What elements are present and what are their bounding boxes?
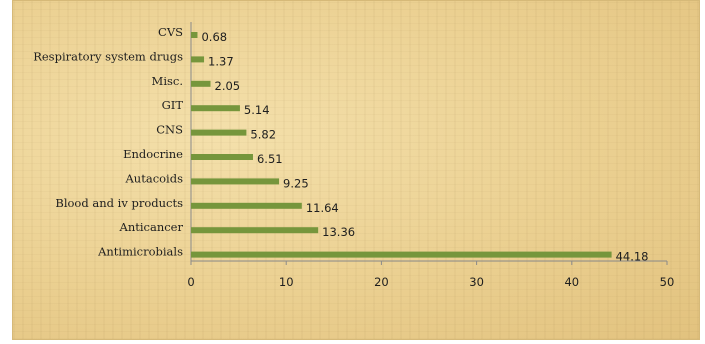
value-label: 44.18	[616, 250, 649, 264]
bar	[191, 178, 280, 185]
category-label: Respiratory system drugs	[33, 49, 183, 63]
bar	[191, 32, 198, 38]
value-label: 1.37	[208, 54, 234, 68]
value-label: 2.05	[215, 79, 241, 93]
value-label: 5.14	[244, 103, 270, 117]
value-label: 11.64	[306, 201, 339, 215]
category-label: Antimicrobials	[97, 245, 183, 259]
category-label: CVS	[158, 25, 183, 39]
x-tick-label: 40	[564, 275, 579, 289]
category-label: Blood and iv products	[55, 196, 183, 210]
value-label: 13.36	[322, 225, 355, 239]
x-tick-label: 30	[469, 275, 484, 289]
bar	[191, 154, 253, 160]
category-label: Endocrine	[123, 147, 183, 161]
category-labels: CVS Respiratory system drugs Misc. GIT CNS En…	[33, 25, 183, 259]
value-label: 9.25	[283, 176, 309, 190]
value-label: 0.68	[201, 30, 227, 44]
bar	[191, 251, 612, 258]
bar	[191, 202, 302, 209]
x-tick-label: 50	[660, 275, 675, 289]
bar	[191, 105, 240, 112]
value-label: 6.51	[257, 152, 283, 166]
category-label: GIT	[162, 98, 184, 112]
category-label: Autacoids	[125, 171, 184, 185]
bar	[191, 80, 211, 87]
x-tick-label: 0	[187, 275, 194, 289]
category-label: CNS	[156, 123, 183, 137]
value-label: 5.82	[250, 128, 276, 142]
x-tick-label: 10	[279, 275, 294, 289]
x-tick-label: 20	[374, 275, 389, 289]
category-label: Misc.	[152, 74, 183, 88]
bar	[191, 129, 247, 136]
bar	[191, 56, 205, 63]
bars-group	[191, 32, 612, 258]
category-label: Anticancer	[119, 220, 184, 234]
value-labels: 0.68 1.37 2.055.14 5.82 6.519.25 11.64 13.36 44…	[201, 30, 648, 264]
bar	[191, 227, 319, 234]
x-axis-ticks: 0 10 20 30 40 50	[187, 261, 674, 289]
chart-background	[12, 0, 700, 340]
